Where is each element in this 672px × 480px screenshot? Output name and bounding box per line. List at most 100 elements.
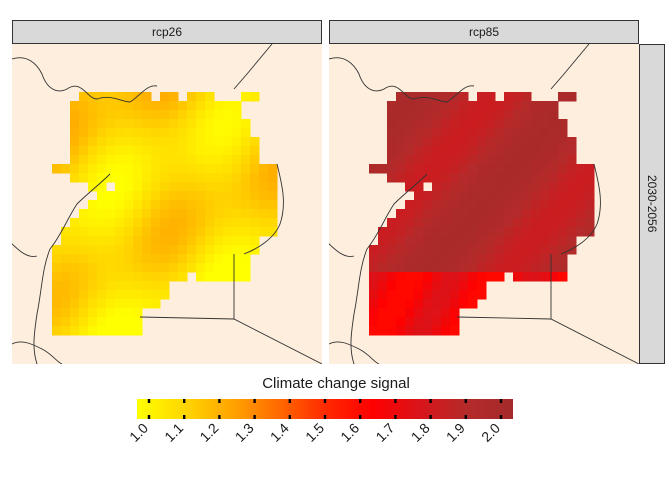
- raster-cell: [522, 137, 532, 147]
- raster-cell: [423, 119, 433, 129]
- raster-cell: [432, 164, 442, 174]
- raster-cell: [160, 254, 170, 264]
- raster-cell: [450, 173, 460, 183]
- raster-cell: [396, 218, 406, 228]
- raster-cell: [522, 101, 532, 111]
- raster-cell: [52, 317, 62, 327]
- raster-cell: [259, 173, 269, 183]
- raster-cell: [115, 236, 125, 246]
- raster-cell: [232, 164, 242, 174]
- raster-cell: [513, 227, 523, 237]
- raster-cell: [214, 218, 224, 228]
- raster-cell: [124, 92, 134, 102]
- raster-cell: [405, 281, 415, 291]
- raster-cell: [414, 227, 424, 237]
- raster-cell: [196, 227, 206, 237]
- raster-cell: [423, 272, 433, 282]
- raster-cell: [97, 209, 107, 219]
- raster-cell: [106, 164, 116, 174]
- raster-cell: [259, 209, 269, 219]
- raster-cell: [124, 317, 134, 327]
- raster-cell: [387, 155, 397, 165]
- raster-cell: [405, 218, 415, 228]
- raster-cell: [97, 254, 107, 264]
- raster-cell: [133, 263, 143, 273]
- raster-cell: [79, 236, 89, 246]
- raster-cell: [414, 254, 424, 264]
- raster-cell: [459, 200, 469, 210]
- raster-cell: [549, 227, 559, 237]
- legend-tick-label: 1.6: [337, 420, 362, 445]
- raster-cell: [223, 209, 233, 219]
- raster-cell: [151, 191, 161, 201]
- raster-cell: [531, 110, 541, 120]
- raster-cell: [169, 182, 179, 192]
- raster-cell: [459, 236, 469, 246]
- raster-cell: [405, 317, 415, 327]
- raster-cell: [423, 299, 433, 309]
- raster-cell: [522, 164, 532, 174]
- raster-cell: [486, 92, 496, 102]
- raster-cell: [169, 200, 179, 210]
- raster-cell: [196, 218, 206, 228]
- raster-cell: [187, 110, 197, 120]
- raster-cell: [396, 128, 406, 138]
- raster-cell: [151, 137, 161, 147]
- raster-cell: [187, 164, 197, 174]
- raster-cell: [486, 272, 496, 282]
- raster-cell: [387, 326, 397, 336]
- raster-cell: [133, 173, 143, 183]
- raster-cell: [459, 218, 469, 228]
- raster-cell: [540, 146, 550, 156]
- raster-cell: [495, 128, 505, 138]
- raster-cell: [477, 92, 487, 102]
- raster-cell: [468, 299, 478, 309]
- raster-cell: [414, 164, 424, 174]
- map-panel-rcp26: [12, 44, 322, 364]
- raster-cell: [79, 137, 89, 147]
- raster-cell: [196, 209, 206, 219]
- raster-cell: [495, 182, 505, 192]
- raster-cell: [169, 155, 179, 165]
- raster-cell: [495, 209, 505, 219]
- raster-cell: [133, 119, 143, 129]
- raster-cell: [522, 119, 532, 129]
- raster-cell: [477, 281, 487, 291]
- border-line: [329, 57, 475, 103]
- raster-cell: [369, 272, 379, 282]
- raster-cell: [241, 164, 251, 174]
- raster-cell: [250, 245, 260, 255]
- raster-cell: [259, 200, 269, 210]
- border-line: [329, 341, 380, 364]
- raster-cell: [459, 119, 469, 129]
- raster-cell: [115, 227, 125, 237]
- raster-cell: [549, 155, 559, 165]
- raster-cell: [522, 254, 532, 264]
- raster-cell: [531, 236, 541, 246]
- raster-cell: [450, 281, 460, 291]
- raster-cell: [79, 281, 89, 291]
- raster-cell: [196, 173, 206, 183]
- raster-cell: [169, 128, 179, 138]
- raster-cell: [223, 200, 233, 210]
- raster-cell: [468, 173, 478, 183]
- raster-cell: [160, 173, 170, 183]
- raster-cell: [477, 101, 487, 111]
- raster-cell: [414, 191, 424, 201]
- raster-cell: [540, 191, 550, 201]
- raster-cell: [468, 254, 478, 264]
- raster-cell: [259, 218, 269, 228]
- raster-cell: [178, 101, 188, 111]
- raster-cell: [223, 272, 233, 282]
- raster-cell: [450, 272, 460, 282]
- raster-cell: [187, 182, 197, 192]
- raster-cell: [414, 236, 424, 246]
- raster-cell: [79, 263, 89, 273]
- raster-cell: [205, 263, 215, 273]
- raster-cell: [79, 290, 89, 300]
- raster-cell: [151, 209, 161, 219]
- raster-cell: [205, 236, 215, 246]
- raster-cell: [549, 200, 559, 210]
- raster-cell: [178, 128, 188, 138]
- raster-cell: [513, 236, 523, 246]
